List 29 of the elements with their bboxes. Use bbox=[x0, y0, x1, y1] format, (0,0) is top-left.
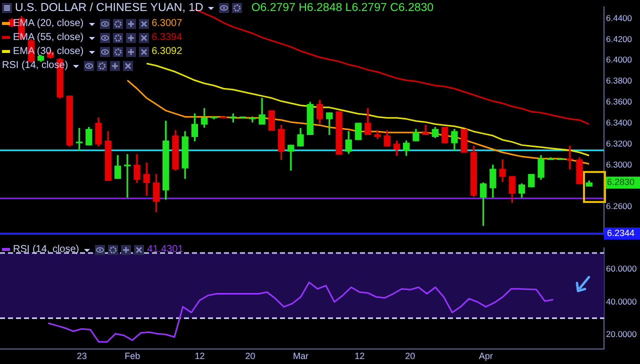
y-tick-label: 6.3800 bbox=[606, 76, 632, 86]
y-tick-label: 6.4200 bbox=[606, 34, 632, 44]
annotation: O6.2797 H6.2848 L6.2797 C6.2830 bbox=[251, 2, 434, 14]
y-tick-label: 60.0000 bbox=[606, 264, 637, 274]
x-tick-label: 12 bbox=[354, 351, 365, 362]
y-tick-label: 6.2600 bbox=[606, 201, 632, 212]
x-tick-label: 12 bbox=[194, 351, 205, 362]
y-tick-label: 6.3400 bbox=[606, 117, 632, 128]
text: 6.2830 bbox=[607, 177, 635, 188]
annotation: 6.3394 bbox=[152, 32, 182, 43]
x-tick-label: Feb bbox=[124, 351, 140, 362]
x-tick-label: 20 bbox=[405, 351, 416, 362]
chart-title: U.S. DOLLAR / CHINESE YUAN, 1D bbox=[15, 2, 204, 14]
y-tick-label: 6.4000 bbox=[606, 54, 632, 65]
x-tick-label: 20 bbox=[245, 351, 256, 362]
legend-label: RSI (14, close) bbox=[13, 244, 80, 255]
y-tick-label: 40.0000 bbox=[606, 296, 637, 306]
y-tick-label: 6.3000 bbox=[606, 159, 632, 170]
annotation: 6.3007 bbox=[152, 18, 182, 29]
y-tick-label: 20.0000 bbox=[606, 328, 637, 339]
x-tick-label: Mar bbox=[292, 351, 308, 362]
annotation: 6.3092 bbox=[152, 46, 182, 57]
annotation: 41.4301 bbox=[147, 244, 184, 255]
x-tick-label: Apr bbox=[478, 351, 493, 362]
y-tick-label: 6.3200 bbox=[606, 138, 632, 148]
y-tick-label: 6.3600 bbox=[606, 96, 632, 107]
ref-line-label: 6.2344 bbox=[607, 228, 635, 238]
y-tick-label: 6.4400 bbox=[606, 12, 632, 23]
x-tick-label: 23 bbox=[76, 351, 87, 362]
